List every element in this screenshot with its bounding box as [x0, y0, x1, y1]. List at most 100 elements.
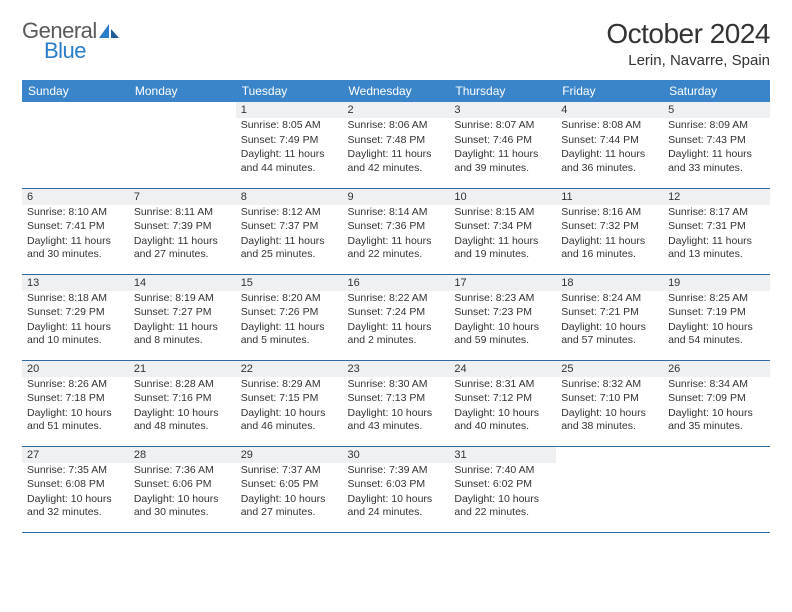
sunrise-line: Sunrise: 8:19 AM: [129, 291, 236, 306]
weekday-header-row: SundayMondayTuesdayWednesdayThursdayFrid…: [22, 80, 770, 102]
sunset-line: Sunset: 7:49 PM: [236, 133, 343, 148]
calendar-cell: [663, 446, 770, 532]
calendar-cell: 17Sunrise: 8:23 AMSunset: 7:23 PMDayligh…: [449, 274, 556, 360]
sunrise-line: Sunrise: 8:10 AM: [22, 205, 129, 220]
calendar-cell: 9Sunrise: 8:14 AMSunset: 7:36 PMDaylight…: [343, 188, 450, 274]
daylight-line: Daylight: 10 hours and 57 minutes.: [556, 320, 663, 348]
calendar-cell: 10Sunrise: 8:15 AMSunset: 7:34 PMDayligh…: [449, 188, 556, 274]
sunrise-line: Sunrise: 8:05 AM: [236, 118, 343, 133]
day-number: 23: [343, 361, 450, 377]
sunset-line: Sunset: 7:48 PM: [343, 133, 450, 148]
daylight-line: Daylight: 10 hours and 59 minutes.: [449, 320, 556, 348]
daylight-line: Daylight: 11 hours and 27 minutes.: [129, 234, 236, 262]
sunrise-line: Sunrise: 8:25 AM: [663, 291, 770, 306]
sunset-line: Sunset: 7:24 PM: [343, 305, 450, 320]
day-number: 2: [343, 102, 450, 118]
calendar-cell: 12Sunrise: 8:17 AMSunset: 7:31 PMDayligh…: [663, 188, 770, 274]
day-number: 13: [22, 275, 129, 291]
sunset-line: Sunset: 7:39 PM: [129, 219, 236, 234]
sunset-line: Sunset: 7:27 PM: [129, 305, 236, 320]
day-number: 27: [22, 447, 129, 463]
daylight-line: Daylight: 10 hours and 30 minutes.: [129, 492, 236, 520]
sunrise-line: Sunrise: 8:07 AM: [449, 118, 556, 133]
sunset-line: Sunset: 6:06 PM: [129, 477, 236, 492]
day-number: 20: [22, 361, 129, 377]
calendar-cell: [22, 102, 129, 188]
day-number: 15: [236, 275, 343, 291]
calendar-cell: [129, 102, 236, 188]
day-number: 5: [663, 102, 770, 118]
weekday-header: Thursday: [449, 80, 556, 102]
day-number: 28: [129, 447, 236, 463]
sunrise-line: Sunrise: 8:26 AM: [22, 377, 129, 392]
calendar-row: 13Sunrise: 8:18 AMSunset: 7:29 PMDayligh…: [22, 274, 770, 360]
daylight-line: Daylight: 10 hours and 54 minutes.: [663, 320, 770, 348]
day-number: 25: [556, 361, 663, 377]
daylight-line: Daylight: 11 hours and 25 minutes.: [236, 234, 343, 262]
calendar-cell: 13Sunrise: 8:18 AMSunset: 7:29 PMDayligh…: [22, 274, 129, 360]
sunset-line: Sunset: 6:02 PM: [449, 477, 556, 492]
calendar-cell: 3Sunrise: 8:07 AMSunset: 7:46 PMDaylight…: [449, 102, 556, 188]
sunrise-line: Sunrise: 8:14 AM: [343, 205, 450, 220]
sunrise-line: Sunrise: 7:39 AM: [343, 463, 450, 478]
sunset-line: Sunset: 7:26 PM: [236, 305, 343, 320]
sunset-line: Sunset: 7:41 PM: [22, 219, 129, 234]
daylight-line: Daylight: 11 hours and 10 minutes.: [22, 320, 129, 348]
sunset-line: Sunset: 7:23 PM: [449, 305, 556, 320]
daylight-line: Daylight: 11 hours and 36 minutes.: [556, 147, 663, 175]
calendar-page: General Blue October 2024 Lerin, Navarre…: [0, 0, 792, 533]
sunset-line: Sunset: 7:16 PM: [129, 391, 236, 406]
daylight-line: Daylight: 11 hours and 42 minutes.: [343, 147, 450, 175]
sunrise-line: Sunrise: 7:37 AM: [236, 463, 343, 478]
daylight-line: Daylight: 10 hours and 40 minutes.: [449, 406, 556, 434]
daylight-line: Daylight: 10 hours and 24 minutes.: [343, 492, 450, 520]
day-number: 7: [129, 189, 236, 205]
daylight-line: Daylight: 11 hours and 8 minutes.: [129, 320, 236, 348]
daylight-line: Daylight: 10 hours and 43 minutes.: [343, 406, 450, 434]
sunrise-line: Sunrise: 8:28 AM: [129, 377, 236, 392]
day-number: 26: [663, 361, 770, 377]
sunrise-line: Sunrise: 8:18 AM: [22, 291, 129, 306]
location: Lerin, Navarre, Spain: [606, 52, 770, 69]
sunset-line: Sunset: 7:31 PM: [663, 219, 770, 234]
calendar-cell: [556, 446, 663, 532]
daylight-line: Daylight: 10 hours and 46 minutes.: [236, 406, 343, 434]
calendar-cell: 28Sunrise: 7:36 AMSunset: 6:06 PMDayligh…: [129, 446, 236, 532]
calendar-cell: 11Sunrise: 8:16 AMSunset: 7:32 PMDayligh…: [556, 188, 663, 274]
day-number: 9: [343, 189, 450, 205]
title-block: October 2024 Lerin, Navarre, Spain: [606, 18, 770, 69]
calendar-row: 6Sunrise: 8:10 AMSunset: 7:41 PMDaylight…: [22, 188, 770, 274]
calendar-cell: 5Sunrise: 8:09 AMSunset: 7:43 PMDaylight…: [663, 102, 770, 188]
calendar-cell: 24Sunrise: 8:31 AMSunset: 7:12 PMDayligh…: [449, 360, 556, 446]
day-number: 31: [449, 447, 556, 463]
calendar-cell: 8Sunrise: 8:12 AMSunset: 7:37 PMDaylight…: [236, 188, 343, 274]
logo: General Blue: [22, 18, 121, 70]
sunrise-line: Sunrise: 8:34 AM: [663, 377, 770, 392]
sunrise-line: Sunrise: 7:35 AM: [22, 463, 129, 478]
calendar-row: 1Sunrise: 8:05 AMSunset: 7:49 PMDaylight…: [22, 102, 770, 188]
header: General Blue October 2024 Lerin, Navarre…: [22, 18, 770, 70]
calendar-cell: 4Sunrise: 8:08 AMSunset: 7:44 PMDaylight…: [556, 102, 663, 188]
day-number: 21: [129, 361, 236, 377]
day-number: 16: [343, 275, 450, 291]
calendar-cell: 27Sunrise: 7:35 AMSunset: 6:08 PMDayligh…: [22, 446, 129, 532]
day-number: 11: [556, 189, 663, 205]
daylight-line: Daylight: 11 hours and 2 minutes.: [343, 320, 450, 348]
daylight-line: Daylight: 11 hours and 39 minutes.: [449, 147, 556, 175]
weekday-header: Saturday: [663, 80, 770, 102]
daylight-line: Daylight: 11 hours and 19 minutes.: [449, 234, 556, 262]
day-number: 10: [449, 189, 556, 205]
sunrise-line: Sunrise: 8:31 AM: [449, 377, 556, 392]
daylight-line: Daylight: 11 hours and 16 minutes.: [556, 234, 663, 262]
daylight-line: Daylight: 10 hours and 38 minutes.: [556, 406, 663, 434]
daylight-line: Daylight: 11 hours and 22 minutes.: [343, 234, 450, 262]
calendar-cell: 15Sunrise: 8:20 AMSunset: 7:26 PMDayligh…: [236, 274, 343, 360]
sunset-line: Sunset: 7:34 PM: [449, 219, 556, 234]
day-number: 22: [236, 361, 343, 377]
calendar-cell: 22Sunrise: 8:29 AMSunset: 7:15 PMDayligh…: [236, 360, 343, 446]
weekday-header: Sunday: [22, 80, 129, 102]
sunset-line: Sunset: 7:46 PM: [449, 133, 556, 148]
sunrise-line: Sunrise: 8:17 AM: [663, 205, 770, 220]
logo-sail-icon: [99, 22, 121, 43]
daylight-line: Daylight: 11 hours and 13 minutes.: [663, 234, 770, 262]
